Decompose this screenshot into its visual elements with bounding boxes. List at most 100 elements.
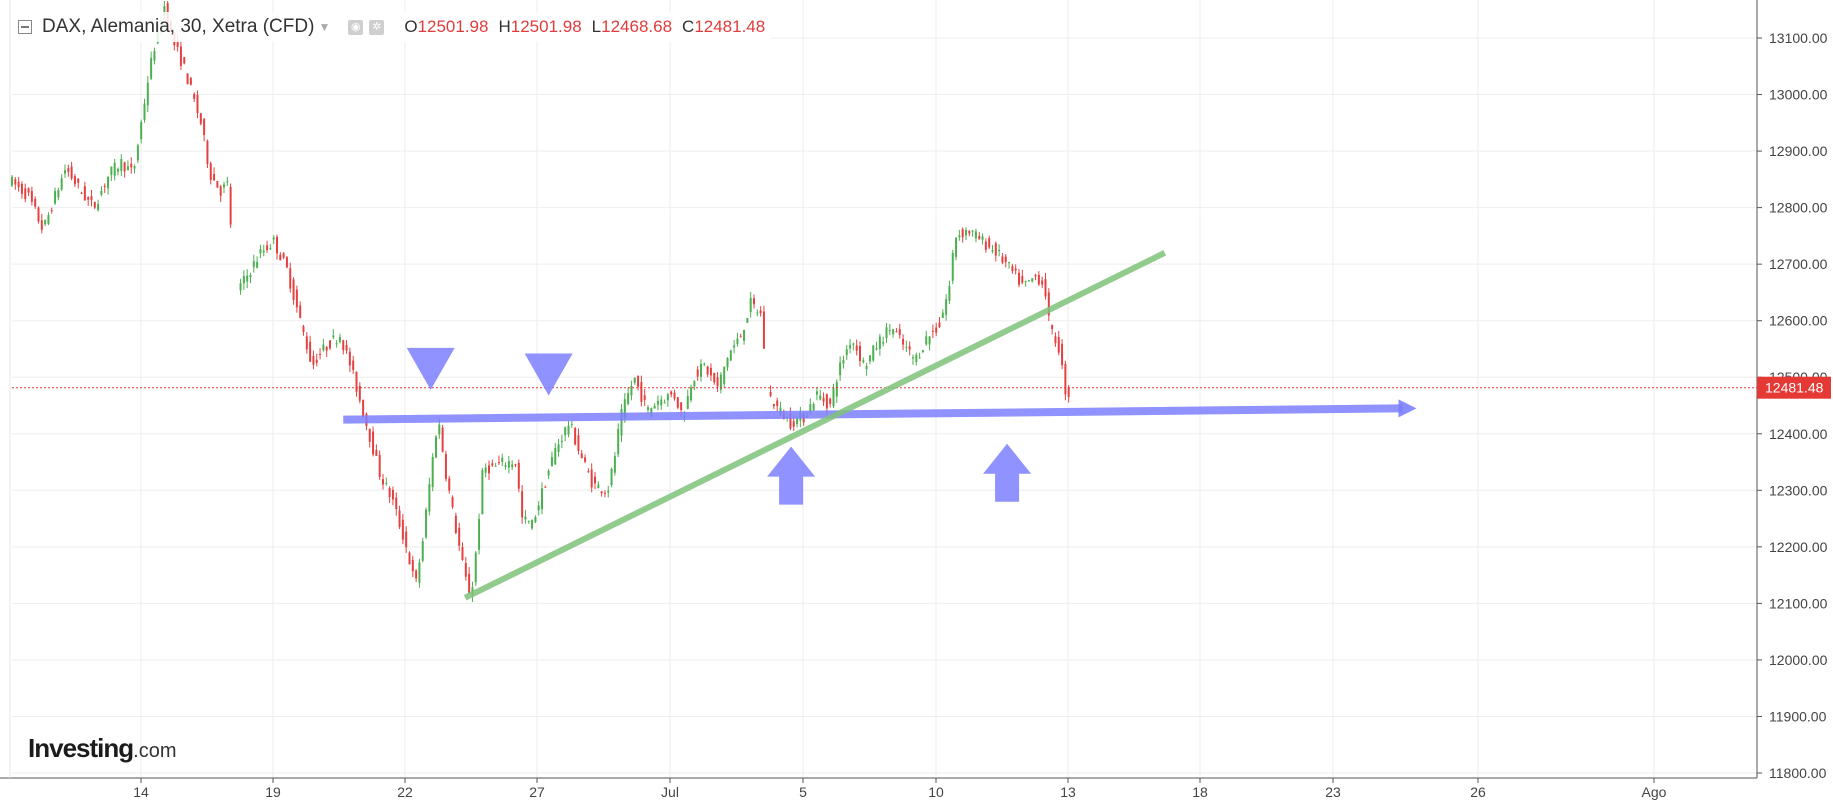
candle-body — [77, 178, 80, 183]
candle-body — [199, 113, 202, 124]
candle-body — [517, 462, 520, 489]
candle-body — [825, 394, 828, 409]
candle-body — [256, 261, 259, 268]
x-tick-label: 19 — [265, 784, 281, 800]
symbol-title[interactable]: DAX, Alemania, 30, Xetra (CFD) — [42, 16, 315, 37]
candle-body — [590, 469, 593, 488]
candle-body — [458, 527, 461, 546]
candle-body — [693, 381, 696, 387]
candle-body — [385, 483, 388, 485]
candle-body — [630, 385, 633, 396]
candle-body — [895, 331, 898, 333]
candle-body — [80, 192, 83, 194]
candle-body — [401, 519, 404, 540]
candle-body — [507, 461, 510, 468]
collapse-legend-icon[interactable] — [18, 20, 32, 34]
candle-body — [776, 400, 779, 406]
candle-body — [772, 404, 775, 407]
candle-body — [862, 360, 865, 363]
candle-body — [405, 531, 408, 548]
candle-body — [994, 243, 997, 256]
candle-body — [411, 560, 414, 572]
candle-body — [1021, 275, 1024, 283]
candle-body — [544, 486, 547, 488]
y-tick-label: 12600.00 — [1769, 313, 1828, 329]
candle-body — [40, 220, 43, 230]
candle-body — [1057, 336, 1060, 353]
candle-body — [829, 398, 832, 405]
candle-body — [984, 241, 987, 250]
candle-body — [398, 510, 401, 527]
candle-body — [905, 346, 908, 348]
open-value: 12501.98 — [417, 17, 489, 36]
y-tick-label: 12200.00 — [1769, 539, 1828, 555]
candle-body — [34, 198, 37, 207]
candle-body — [226, 181, 229, 183]
candle-body — [239, 283, 242, 291]
eye-icon[interactable]: ◉ — [348, 19, 364, 35]
candle-body — [719, 374, 722, 390]
candle-body — [435, 436, 437, 458]
candle-body — [464, 562, 467, 577]
x-tick-label: 23 — [1325, 784, 1341, 800]
candle-body — [60, 178, 63, 190]
candle-body — [574, 427, 577, 445]
candle-body — [140, 122, 143, 140]
candle-body — [577, 435, 580, 451]
candle-body — [345, 344, 348, 351]
candle-body — [64, 170, 66, 174]
candle-body — [461, 546, 464, 560]
candle-body — [832, 388, 835, 407]
candle-body — [312, 356, 315, 365]
drawing-annotations — [12, 250, 1757, 601]
candle-body — [736, 338, 739, 345]
candle-body — [478, 519, 481, 550]
candle-body — [1064, 364, 1067, 395]
y-tick-label: 12300.00 — [1769, 482, 1828, 498]
candle-body — [789, 413, 792, 429]
low-value: 12468.68 — [601, 17, 673, 36]
candle-body — [30, 191, 33, 202]
x-tick-label: 26 — [1470, 784, 1486, 800]
candle-body — [537, 505, 540, 511]
candle-body — [83, 186, 86, 201]
candle-body — [1061, 343, 1064, 366]
candle-body — [421, 541, 424, 561]
candle-body — [193, 93, 196, 99]
candle-body — [451, 497, 454, 507]
candle-body — [73, 176, 76, 185]
x-axis-background — [0, 778, 1833, 803]
candle-body — [1011, 266, 1014, 271]
candle-body — [213, 174, 216, 181]
candle-body — [968, 231, 971, 234]
candle-body — [338, 337, 341, 342]
candle-body — [117, 168, 119, 172]
candle-body — [753, 298, 755, 305]
candle-body — [93, 201, 96, 208]
candle-body — [779, 407, 782, 414]
candle-body — [431, 457, 434, 487]
low-key: L — [591, 17, 602, 36]
candle-body — [971, 230, 974, 232]
chevron-down-icon[interactable]: ▼ — [318, 20, 331, 34]
gear-icon[interactable]: ✲ — [369, 19, 385, 35]
candle-body — [647, 407, 649, 410]
candle-body — [378, 454, 381, 478]
candle-body — [852, 343, 855, 345]
candle-body — [123, 162, 126, 172]
y-tick-label: 12900.00 — [1769, 143, 1828, 159]
candle-body — [242, 275, 245, 284]
ohlc-values: O12501.98 H12501.98 L12468.68 C12481.48 — [404, 17, 765, 37]
candle-body — [547, 470, 550, 476]
candle-body — [276, 236, 278, 254]
candle-body — [1051, 325, 1054, 330]
candle-body — [355, 371, 358, 392]
candle-body — [809, 404, 812, 413]
candle-body — [703, 363, 706, 365]
y-tick-label: 11800.00 — [1769, 765, 1827, 781]
candle-body — [845, 349, 848, 356]
candle-body — [713, 372, 716, 383]
candle-body — [1034, 274, 1037, 277]
